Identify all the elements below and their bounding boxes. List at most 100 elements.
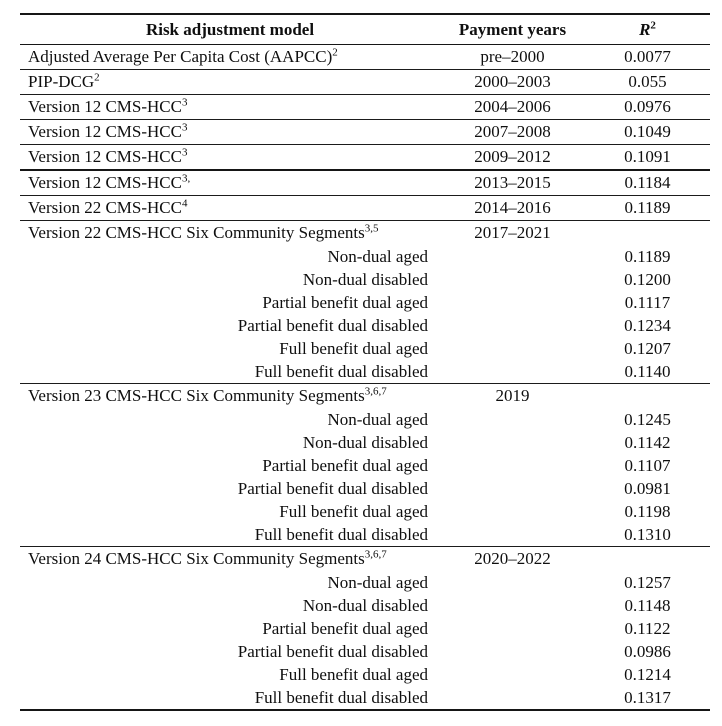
r-squared-cell: 0.1245	[624, 410, 671, 429]
payment-years-cell: 2000–2003	[440, 69, 585, 95]
model-name-cell: Version 24 CMS-HCC Six Community Segment…	[20, 547, 440, 572]
table-body: Adjusted Average Per Capita Cost (AAPCC)…	[20, 44, 710, 711]
r-squared-cell	[585, 221, 710, 246]
r-squared-cell: 0.1200	[624, 270, 671, 289]
segment-sub-row: Non-dual disabled 0.1148	[20, 594, 710, 617]
r-squared-cell: 0.1189	[585, 195, 710, 221]
table-row: Adjusted Average Per Capita Cost (AAPCC)…	[20, 44, 710, 70]
model-name-text: Version 12 CMS-HCC	[28, 147, 182, 166]
r-squared-cell: 0.1049	[585, 119, 710, 145]
r-squared-cell: 0.1122	[624, 619, 671, 638]
r-squared-cell: 0.1117	[624, 293, 671, 312]
r-squared-cell: 0.1257	[624, 573, 671, 592]
model-name-text: Version 12 CMS-HCC	[28, 122, 182, 141]
model-name-text: Version 12 CMS-HCC	[28, 97, 182, 116]
segment-label-cell: Non-dual aged	[327, 410, 428, 429]
table-row: Version 12 CMS-HCC3 2007–2008 0.1049	[20, 119, 710, 145]
r-squared-cell	[585, 547, 710, 572]
payment-years-cell	[440, 663, 585, 686]
payment-years-cell	[440, 640, 585, 663]
r-squared-cell	[585, 384, 710, 409]
r-squared-cell: 0.1091	[585, 144, 710, 171]
column-header-risk-adjustment-model: Risk adjustment model	[20, 14, 440, 45]
r-squared-cell: 0.1214	[624, 665, 671, 684]
segment-sub-row: Full benefit dual disabled 0.1140	[20, 360, 710, 384]
table-row: Version 22 CMS-HCC4 2014–2016 0.1189	[20, 195, 710, 221]
r-squared-cell: 0.1310	[585, 523, 710, 547]
segment-label-cell: Partial benefit dual aged	[262, 619, 428, 638]
r-squared-cell: 0.0986	[624, 642, 671, 661]
segment-label-cell: Full benefit dual disabled	[20, 360, 440, 384]
payment-years-cell	[440, 268, 585, 291]
column-header-r-squared: R2	[585, 14, 710, 45]
segment-label-cell: Full benefit dual aged	[279, 665, 428, 684]
segment-sub-row: Partial benefit dual aged 0.1107	[20, 454, 710, 477]
footnote-superscript: 3,5	[364, 222, 379, 235]
segment-label-cell: Full benefit dual aged	[279, 502, 428, 521]
risk-adjustment-table: Risk adjustment model Payment years R2 A…	[20, 13, 710, 711]
segment-label-cell: Non-dual disabled	[302, 433, 428, 452]
segment-sub-row: Full benefit dual disabled 0.1317	[20, 686, 710, 710]
segment-sub-row: Full benefit dual aged 0.1214	[20, 663, 710, 686]
model-name-text: Version 23 CMS-HCC Six Community Segment…	[28, 386, 365, 405]
model-name-text: Version 12 CMS-HCC	[28, 173, 182, 192]
payment-years-cell	[440, 477, 585, 500]
segment-sub-row: Full benefit dual disabled 0.1310	[20, 523, 710, 547]
table-row: Version 12 CMS-HCC3 2004–2006 0.0976	[20, 94, 710, 120]
r-squared-cell: 0.1189	[624, 247, 671, 266]
r-squared-cell: 0.0976	[585, 94, 710, 120]
segment-sub-row: Full benefit dual aged 0.1198	[20, 500, 710, 523]
r-squared-cell: 0.055	[585, 69, 710, 95]
segment-label-cell: Full benefit dual disabled	[254, 688, 428, 707]
column-header-payment-years: Payment years	[440, 14, 585, 45]
r-squared-cell: 0.1198	[624, 502, 671, 521]
model-name-cell: Version 22 CMS-HCC4	[20, 195, 440, 221]
payment-years-cell	[440, 360, 585, 384]
segment-sub-row: Non-dual disabled 0.1200	[20, 268, 710, 291]
segment-label-cell: Full benefit dual disabled	[20, 523, 440, 547]
segment-label-cell: Partial benefit dual aged	[262, 456, 428, 475]
segment-label-cell: Non-dual disabled	[302, 596, 428, 615]
model-name-text: Adjusted Average Per Capita Cost (AAPCC)	[28, 47, 333, 66]
payment-years-cell	[440, 314, 585, 337]
payment-years-cell: 2004–2006	[440, 94, 585, 120]
segment-label-cell: Partial benefit dual disabled	[237, 479, 428, 498]
footnote-superscript: 3	[181, 146, 188, 159]
segment-sub-row: Non-dual disabled 0.1142	[20, 431, 710, 454]
segment-sub-row: Partial benefit dual disabled 0.1234	[20, 314, 710, 337]
segment-sub-row: Partial benefit dual disabled 0.0986	[20, 640, 710, 663]
segment-sub-row: Partial benefit dual aged 0.1117	[20, 291, 710, 314]
payment-years-cell	[440, 408, 585, 431]
model-name-cell: Version 12 CMS-HCC3	[20, 119, 440, 145]
payment-years-cell	[440, 523, 585, 547]
r-squared-exponent: 2	[650, 19, 656, 32]
r-squared-cell: 0.1207	[624, 339, 671, 358]
segment-sub-row: Non-dual aged 0.1245	[20, 408, 710, 431]
segment-sub-row: Partial benefit dual aged 0.1122	[20, 617, 710, 640]
r-squared-cell: 0.1142	[624, 433, 671, 452]
r-squared-cell: 0.0981	[624, 479, 671, 498]
table-row: Version 12 CMS-HCC3, 2013–2015 0.1184	[20, 170, 710, 196]
model-name-cell: PIP-DCG2	[20, 69, 440, 95]
model-name-text: Version 24 CMS-HCC Six Community Segment…	[28, 549, 365, 568]
model-name-cell: Version 22 CMS-HCC Six Community Segment…	[20, 221, 440, 246]
table-header: Risk adjustment model Payment years R2	[20, 14, 710, 45]
model-name-text: Version 22 CMS-HCC	[28, 198, 182, 217]
payment-years-cell: 2009–2012	[440, 144, 585, 171]
r-squared-cell: 0.1148	[624, 596, 671, 615]
payment-years-cell	[440, 617, 585, 640]
header-row: Risk adjustment model Payment years R2	[20, 14, 710, 45]
payment-years-cell	[440, 245, 585, 268]
r-squared-symbol: R	[639, 20, 651, 39]
segment-label-cell: Partial benefit dual disabled	[237, 642, 428, 661]
payment-years-cell: 2014–2016	[440, 195, 585, 221]
footnote-superscript: 2	[332, 46, 338, 59]
payment-years-cell: pre–2000	[440, 44, 585, 70]
segment-label-cell: Partial benefit dual disabled	[237, 316, 428, 335]
model-name-cell: Adjusted Average Per Capita Cost (AAPCC)…	[20, 44, 440, 70]
payment-years-cell	[440, 454, 585, 477]
r-squared-cell: 0.1317	[624, 688, 671, 707]
r-squared-cell: 0.1140	[585, 360, 710, 384]
model-name-cell: Version 12 CMS-HCC3,	[20, 170, 440, 196]
model-name-cell: Version 12 CMS-HCC3	[20, 144, 440, 171]
